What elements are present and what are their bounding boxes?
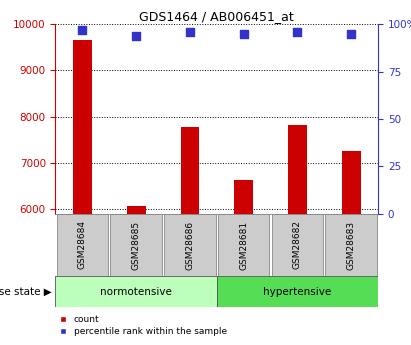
Bar [110, 214, 162, 276]
Bar [326, 214, 377, 276]
Text: GSM28682: GSM28682 [293, 220, 302, 269]
Bar [218, 214, 270, 276]
Bar [234, 180, 253, 214]
Bar [180, 127, 199, 214]
Legend: count, percentile rank within the sample: count, percentile rank within the sample [60, 315, 226, 336]
Text: hypertensive: hypertensive [263, 287, 332, 296]
Text: GSM28686: GSM28686 [185, 220, 194, 269]
Bar [164, 214, 216, 276]
Bar [55, 276, 217, 307]
Text: GSM28684: GSM28684 [78, 220, 87, 269]
Text: normotensive: normotensive [100, 287, 172, 296]
Text: disease state ▶: disease state ▶ [0, 287, 51, 296]
Text: GSM28683: GSM28683 [347, 220, 356, 269]
Point [348, 31, 355, 37]
Point [240, 31, 247, 37]
Text: GSM28685: GSM28685 [132, 220, 141, 269]
Point [79, 27, 85, 32]
Title: GDS1464 / AB006451_at: GDS1464 / AB006451_at [139, 10, 294, 23]
Bar [217, 276, 378, 307]
Bar [57, 214, 108, 276]
Text: GSM28681: GSM28681 [239, 220, 248, 269]
Bar [342, 151, 360, 214]
Bar [73, 40, 92, 214]
Bar [288, 125, 307, 214]
Point [294, 29, 301, 34]
Point [133, 33, 139, 38]
Bar [272, 214, 323, 276]
Bar [127, 207, 145, 214]
Point [187, 29, 193, 34]
